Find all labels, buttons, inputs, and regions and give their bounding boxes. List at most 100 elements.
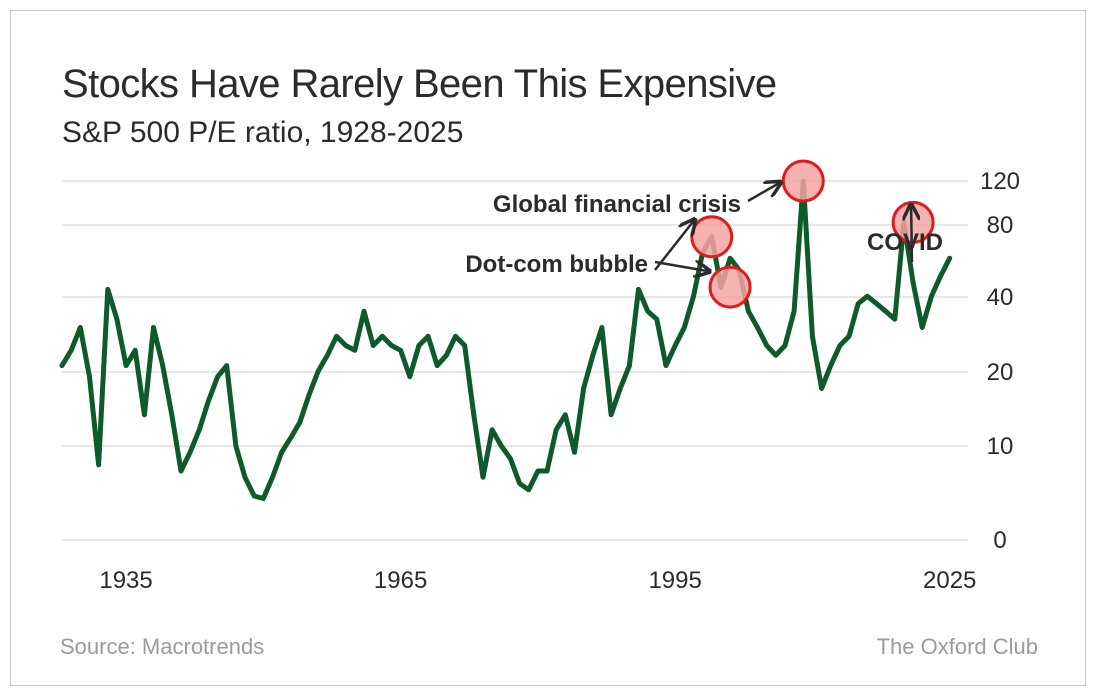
data-point (874, 301, 879, 306)
data-point (96, 462, 101, 467)
x-tick-label: 1935 (99, 567, 152, 594)
data-point (261, 496, 266, 501)
data-point (105, 287, 111, 292)
data-point (206, 398, 211, 404)
annotation-arrow (747, 183, 779, 203)
y-tick-label: 80 (987, 212, 1014, 239)
data-point (673, 343, 678, 348)
data-point (380, 334, 385, 339)
data-point (114, 317, 120, 322)
data-point (910, 280, 916, 285)
data-point (846, 334, 852, 339)
data-point (343, 343, 348, 348)
data-point (599, 325, 605, 330)
data-point (270, 475, 275, 480)
data-point (810, 334, 815, 339)
x-tick-label: 1995 (648, 567, 701, 594)
data-point (636, 287, 641, 292)
data-point (682, 325, 687, 330)
annotation-arrow (654, 262, 708, 271)
data-point (78, 325, 83, 330)
data-point (554, 427, 559, 432)
data-point (581, 386, 586, 391)
data-point (297, 419, 303, 425)
data-point (361, 309, 367, 314)
data-point (544, 468, 550, 474)
data-point (727, 256, 733, 261)
data-point (480, 475, 486, 480)
data-point (242, 475, 248, 480)
data-point (837, 343, 843, 348)
data-point (142, 412, 147, 417)
data-point (252, 493, 257, 499)
x-axis: 1935 1965 1995 2025 (99, 567, 976, 594)
annotation-arrow (911, 206, 912, 263)
data-point (608, 412, 614, 417)
data-point (453, 334, 458, 339)
data-point (151, 325, 156, 330)
data-point (187, 450, 193, 455)
data-point (791, 309, 797, 314)
x-tick-label: 1965 (374, 567, 427, 594)
y-tick-label: 40 (987, 284, 1014, 311)
data-point (654, 317, 659, 322)
y-tick-label: 20 (987, 359, 1014, 386)
data-point (892, 317, 897, 322)
y-tick-label: 10 (987, 433, 1014, 460)
chart-card (10, 10, 1086, 686)
data-point (782, 343, 788, 348)
data-point (325, 353, 330, 358)
data-point (828, 363, 833, 368)
data-point (499, 443, 504, 449)
y-tick-label: 120 (980, 168, 1020, 195)
annotation-dotcom: Dot-com bubble (465, 251, 648, 278)
annotation-gfc: Global financial crisis (493, 191, 741, 218)
data-point (371, 343, 376, 348)
data-point (169, 412, 174, 417)
data-point (425, 334, 431, 339)
data-point (819, 386, 824, 391)
data-point (279, 450, 284, 455)
data-point (160, 363, 165, 368)
annotations: Global financial crisis Dot-com bubble COV… (465, 159, 943, 309)
data-point (398, 348, 403, 353)
data-point (197, 427, 202, 432)
data-point (444, 353, 449, 358)
data-point (663, 363, 669, 368)
brand-label: The Oxford Club (876, 634, 1038, 659)
highlight-marker (690, 215, 734, 259)
data-point (489, 427, 495, 432)
data-point (645, 309, 650, 314)
annotation-arrow (654, 221, 694, 271)
x-tick-label: 2025 (923, 567, 976, 594)
data-point (407, 374, 412, 379)
data-point (590, 353, 595, 358)
data-point (87, 374, 92, 379)
data-point (755, 325, 760, 330)
data-point (535, 468, 541, 474)
series-line (59, 178, 953, 501)
data-point (306, 392, 312, 397)
data-point (471, 412, 476, 417)
data-point (316, 368, 321, 374)
data-point (572, 450, 577, 455)
data-point (627, 363, 632, 368)
data-point (334, 334, 339, 339)
data-point (215, 374, 220, 379)
data-point (517, 481, 522, 486)
chart-subtitle: S&P 500 P/E ratio, 1928-2025 (62, 116, 464, 149)
data-point (746, 309, 751, 314)
data-point (178, 468, 184, 474)
data-point (691, 294, 696, 299)
data-point (773, 353, 778, 358)
data-point (123, 363, 129, 368)
data-point (389, 343, 394, 348)
data-point (133, 348, 138, 353)
data-point (764, 343, 769, 348)
data-point (224, 363, 229, 368)
data-point (69, 348, 74, 353)
data-point (929, 294, 934, 299)
data-point (416, 343, 422, 348)
source-note: Source: Macrotrends (60, 634, 265, 659)
